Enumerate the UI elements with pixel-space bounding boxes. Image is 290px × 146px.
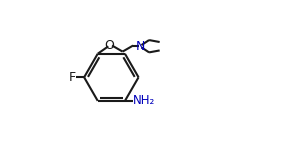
Text: N: N	[136, 40, 145, 53]
Text: O: O	[104, 39, 115, 52]
Text: F: F	[68, 71, 75, 84]
Text: NH₂: NH₂	[133, 94, 155, 107]
